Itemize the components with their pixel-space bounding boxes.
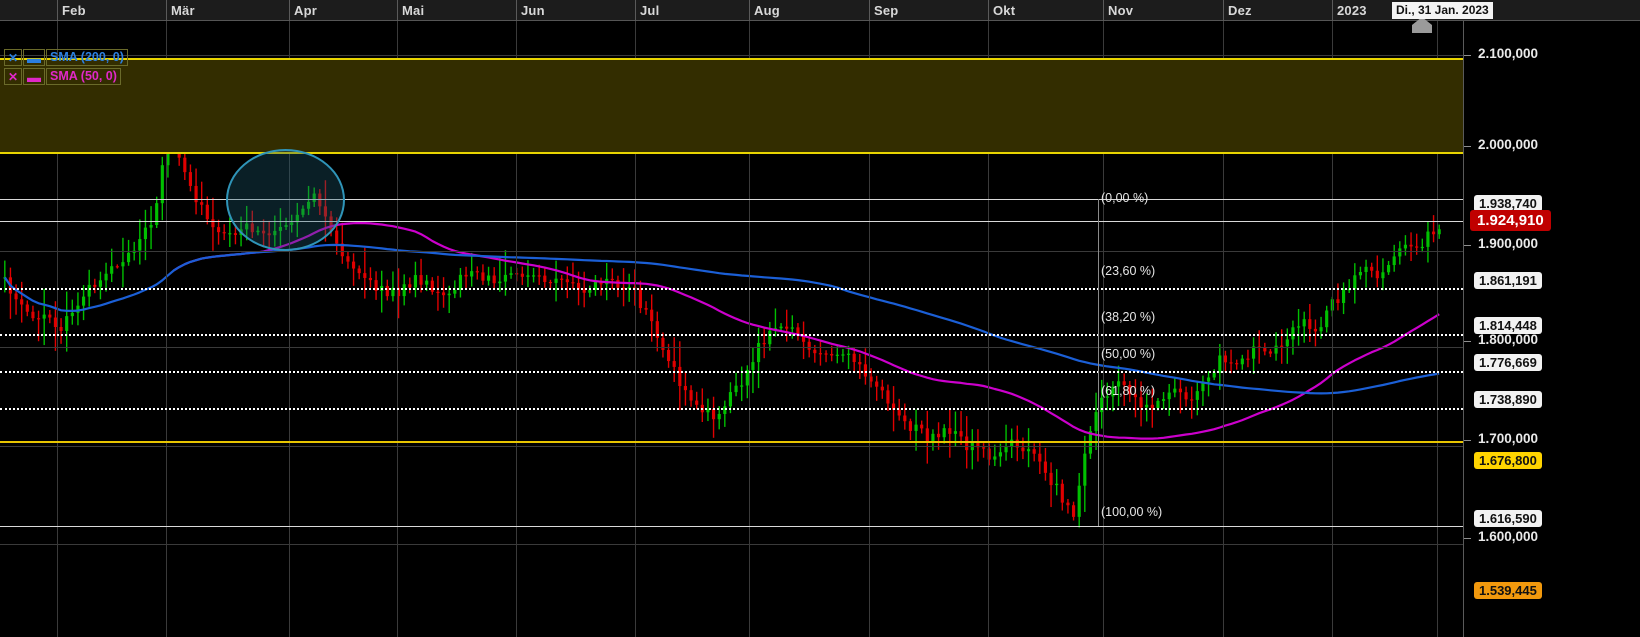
fib-label-618: (61,80 %) [1101, 384, 1156, 398]
month-label-2023: 2023 [1337, 3, 1367, 18]
gridline-horizontal [0, 544, 1463, 545]
month-label-sep: Sep [874, 3, 899, 18]
month-label-jul: Jul [640, 3, 660, 18]
month-separator [749, 0, 750, 21]
gridline-vertical [749, 21, 750, 637]
gridline-vertical [1332, 21, 1333, 637]
price-tag-white[interactable]: 1.776,669 [1474, 354, 1542, 371]
axis-tick-label: 1.900,000 [1478, 236, 1539, 251]
axis-tick [1464, 538, 1471, 539]
month-label-okt: Okt [993, 3, 1016, 18]
gridline-horizontal [0, 347, 1463, 348]
legend-label-sma200: SMA (200, 0) [46, 49, 128, 66]
month-separator [1332, 0, 1333, 21]
line-style-icon[interactable]: ▬ [23, 49, 45, 66]
month-separator [166, 0, 167, 21]
time-axis-header[interactable]: Feb Mär Apr Mai Jun Jul Aug Sep Okt Nov Dez 2023 [0, 0, 1640, 21]
month-label-dez: Dez [1228, 3, 1252, 18]
month-label-aug: Aug [754, 3, 780, 18]
gridline-vertical [289, 21, 290, 637]
axis-tick [1464, 55, 1471, 56]
ellipse-highlight-annotation[interactable] [226, 149, 345, 251]
gridline-vertical [57, 21, 58, 637]
gridline-horizontal [0, 55, 1463, 56]
month-label-mär: Mär [171, 3, 195, 18]
month-label-apr: Apr [294, 3, 317, 18]
month-label-nov: Nov [1108, 3, 1134, 18]
price-axis[interactable]: 2.100,000 2.000,000 1.900,000 1.800,000 1.70… [1463, 21, 1640, 637]
axis-tick-label: 2.100,000 [1478, 46, 1539, 61]
price-tag-white[interactable]: 1.616,590 [1474, 510, 1542, 527]
price-tag-yellow[interactable]: 1.676,800 [1474, 452, 1542, 469]
fib-label-382: (38,20 %) [1101, 310, 1156, 324]
legend-item-sma50[interactable]: ✕ ▬ SMA (50, 0) [4, 68, 128, 85]
month-separator [635, 0, 636, 21]
month-separator [57, 0, 58, 21]
gridline-vertical [635, 21, 636, 637]
gridline-vertical [1223, 21, 1224, 637]
axis-tick [1464, 146, 1471, 147]
axis-tick [1464, 245, 1471, 246]
fib-label-1000: (100,00 %) [1101, 505, 1163, 519]
fib-level-line-236 [0, 288, 1463, 290]
month-separator [397, 0, 398, 21]
month-label-jun: Jun [521, 3, 545, 18]
line-style-icon[interactable]: ▬ [23, 68, 45, 85]
axis-tick-label: 1.600,000 [1478, 529, 1539, 544]
month-separator [988, 0, 989, 21]
price-tag-orange[interactable]: 1.539,445 [1474, 582, 1542, 599]
close-icon[interactable]: ✕ [4, 49, 22, 66]
fib-level-line-618 [0, 408, 1463, 410]
axis-tick-label: 1.700,000 [1478, 431, 1539, 446]
gridline-vertical [1437, 21, 1438, 637]
gridline-horizontal [0, 251, 1463, 252]
gridline-vertical [516, 21, 517, 637]
resistance-zone-band [0, 58, 1463, 154]
fib-label-500: (50,00 %) [1101, 347, 1156, 361]
fib-level-line-1000 [0, 526, 1463, 527]
price-series-canvas [3, 113, 1441, 528]
price-tag-white[interactable]: 1.938,740 [1474, 195, 1542, 212]
gridline-vertical [1103, 21, 1104, 637]
fib-level-line-0 [0, 199, 1463, 200]
current-price-line [0, 221, 1463, 222]
gridline-vertical [397, 21, 398, 637]
month-separator [1103, 0, 1104, 21]
fib-level-line-500 [0, 371, 1463, 373]
month-label-feb: Feb [62, 3, 86, 18]
support-level-line [0, 441, 1463, 443]
gridline-vertical [988, 21, 989, 637]
price-tag-red[interactable]: 1.924,910 [1470, 210, 1551, 231]
month-separator [289, 0, 290, 21]
close-icon[interactable]: ✕ [4, 68, 22, 85]
date-tooltip: Di., 31 Jan. 2023 [1392, 2, 1493, 19]
axis-tick-label: 2.000,000 [1478, 137, 1539, 152]
indicator-legend: ✕ ▬ SMA (200, 0) ✕ ▬ SMA (50, 0) [4, 49, 128, 87]
gridline-vertical [166, 21, 167, 637]
fib-level-line-382 [0, 334, 1463, 336]
price-tag-white[interactable]: 1.861,191 [1474, 272, 1542, 289]
axis-tick [1464, 341, 1471, 342]
gridline-vertical [869, 21, 870, 637]
month-separator [869, 0, 870, 21]
price-tag-white[interactable]: 1.814,448 [1474, 317, 1542, 334]
fib-label-0: (0,00 %) [1101, 191, 1149, 205]
month-separator [516, 0, 517, 21]
fib-anchor-tick [1098, 199, 1099, 526]
legend-item-sma200[interactable]: ✕ ▬ SMA (200, 0) [4, 49, 128, 66]
price-tag-white[interactable]: 1.738,890 [1474, 391, 1542, 408]
month-label-mai: Mai [402, 3, 425, 18]
legend-label-sma50: SMA (50, 0) [46, 68, 121, 85]
axis-tick [1464, 440, 1471, 441]
month-separator [1223, 0, 1224, 21]
axis-tick-label: 1.800,000 [1478, 332, 1539, 347]
fib-label-236: (23,60 %) [1101, 264, 1156, 278]
gridline-horizontal [0, 446, 1463, 447]
price-plot-area[interactable]: (0,00 %) (23,60 %) (38,20 %) (50,00 %) (… [0, 21, 1463, 637]
